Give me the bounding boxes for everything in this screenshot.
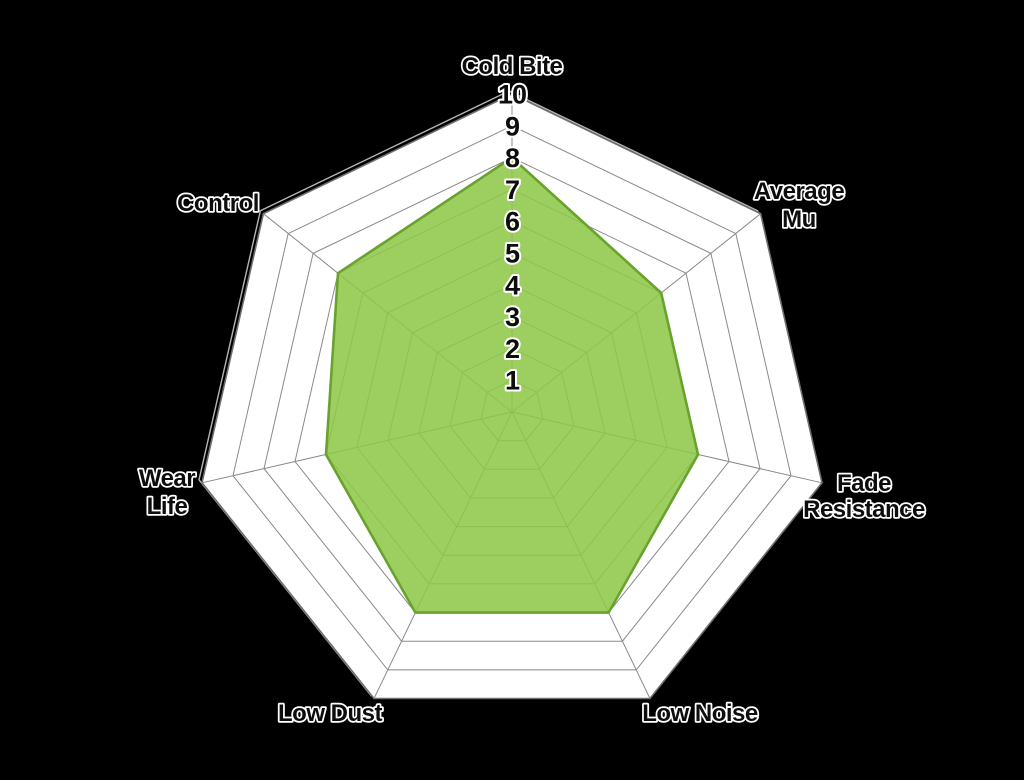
- scale-tick-label-2: 2: [505, 334, 519, 364]
- axis-label-wear-life-line2: Life: [147, 493, 188, 520]
- axis-label-fade-resistance-line2: Resistance: [803, 496, 925, 523]
- axis-label-average-mu-line1: Average: [754, 178, 844, 205]
- scale-tick-label-4: 4: [505, 270, 520, 300]
- grid-ring-8: [263, 157, 761, 642]
- scale-tick-label-7: 7: [505, 175, 519, 205]
- axis-label-wear-life-line1: Wear: [139, 465, 195, 492]
- scale-tick-label-5: 5: [505, 239, 520, 269]
- axis-label-cold-bite: Cold Bite: [462, 53, 563, 80]
- data-polygon: [324, 155, 700, 614]
- axis-label-low-noise: Low Noise: [642, 700, 758, 727]
- grid-ring-9: [232, 125, 792, 671]
- scale-tick-label-9: 9: [505, 111, 520, 141]
- scale-tick-label-10: 10: [498, 80, 526, 110]
- axis-label-average-mu-line2: Mu: [782, 206, 816, 233]
- scale-tick-label-1: 1: [505, 366, 520, 396]
- axis-label-control: Control: [177, 190, 259, 217]
- axis-label-fade-resistance-line1: Fade: [837, 470, 891, 497]
- scale-tick-label-8: 8: [505, 143, 520, 173]
- scale-tick-label-3: 3: [505, 302, 520, 332]
- scale-tick-label-6: 6: [505, 207, 520, 237]
- axis-label-low-dust: Low Dust: [278, 700, 382, 727]
